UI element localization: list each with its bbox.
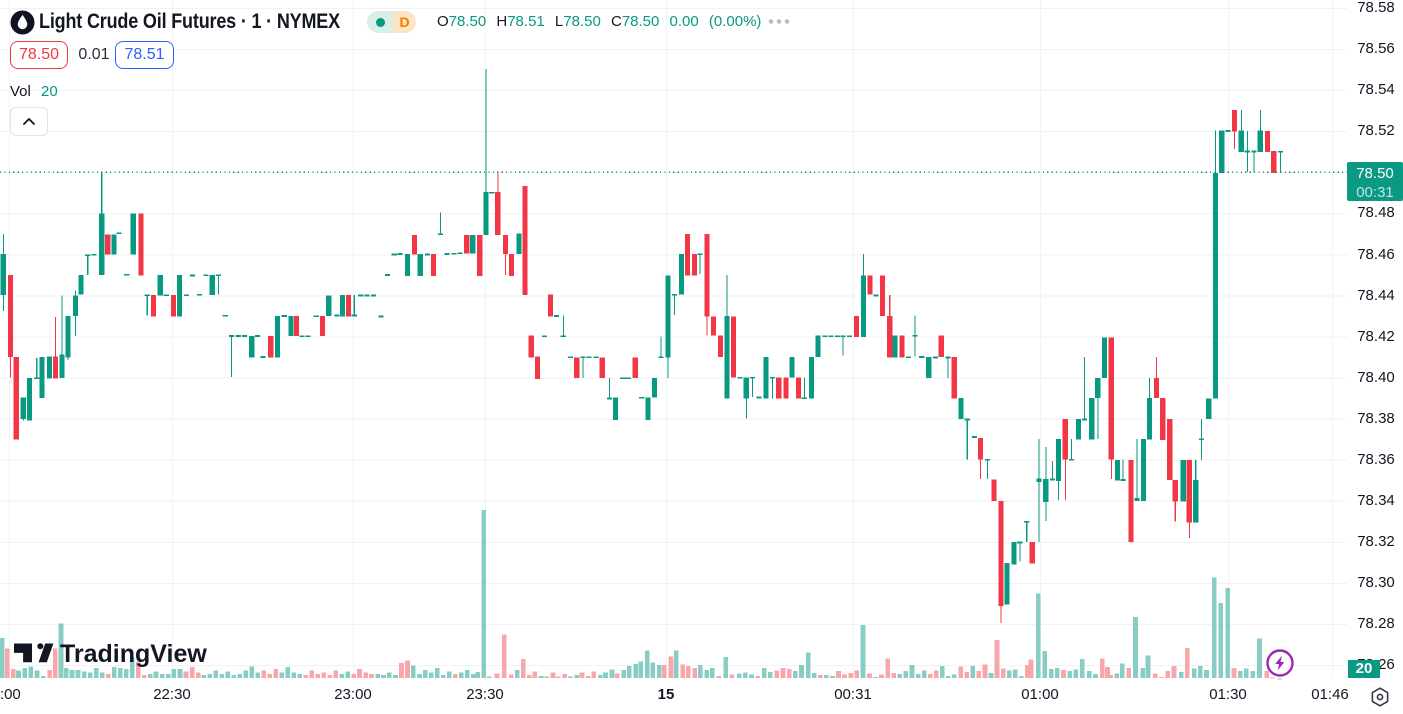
svg-text:TradingView: TradingView [60,640,207,668]
